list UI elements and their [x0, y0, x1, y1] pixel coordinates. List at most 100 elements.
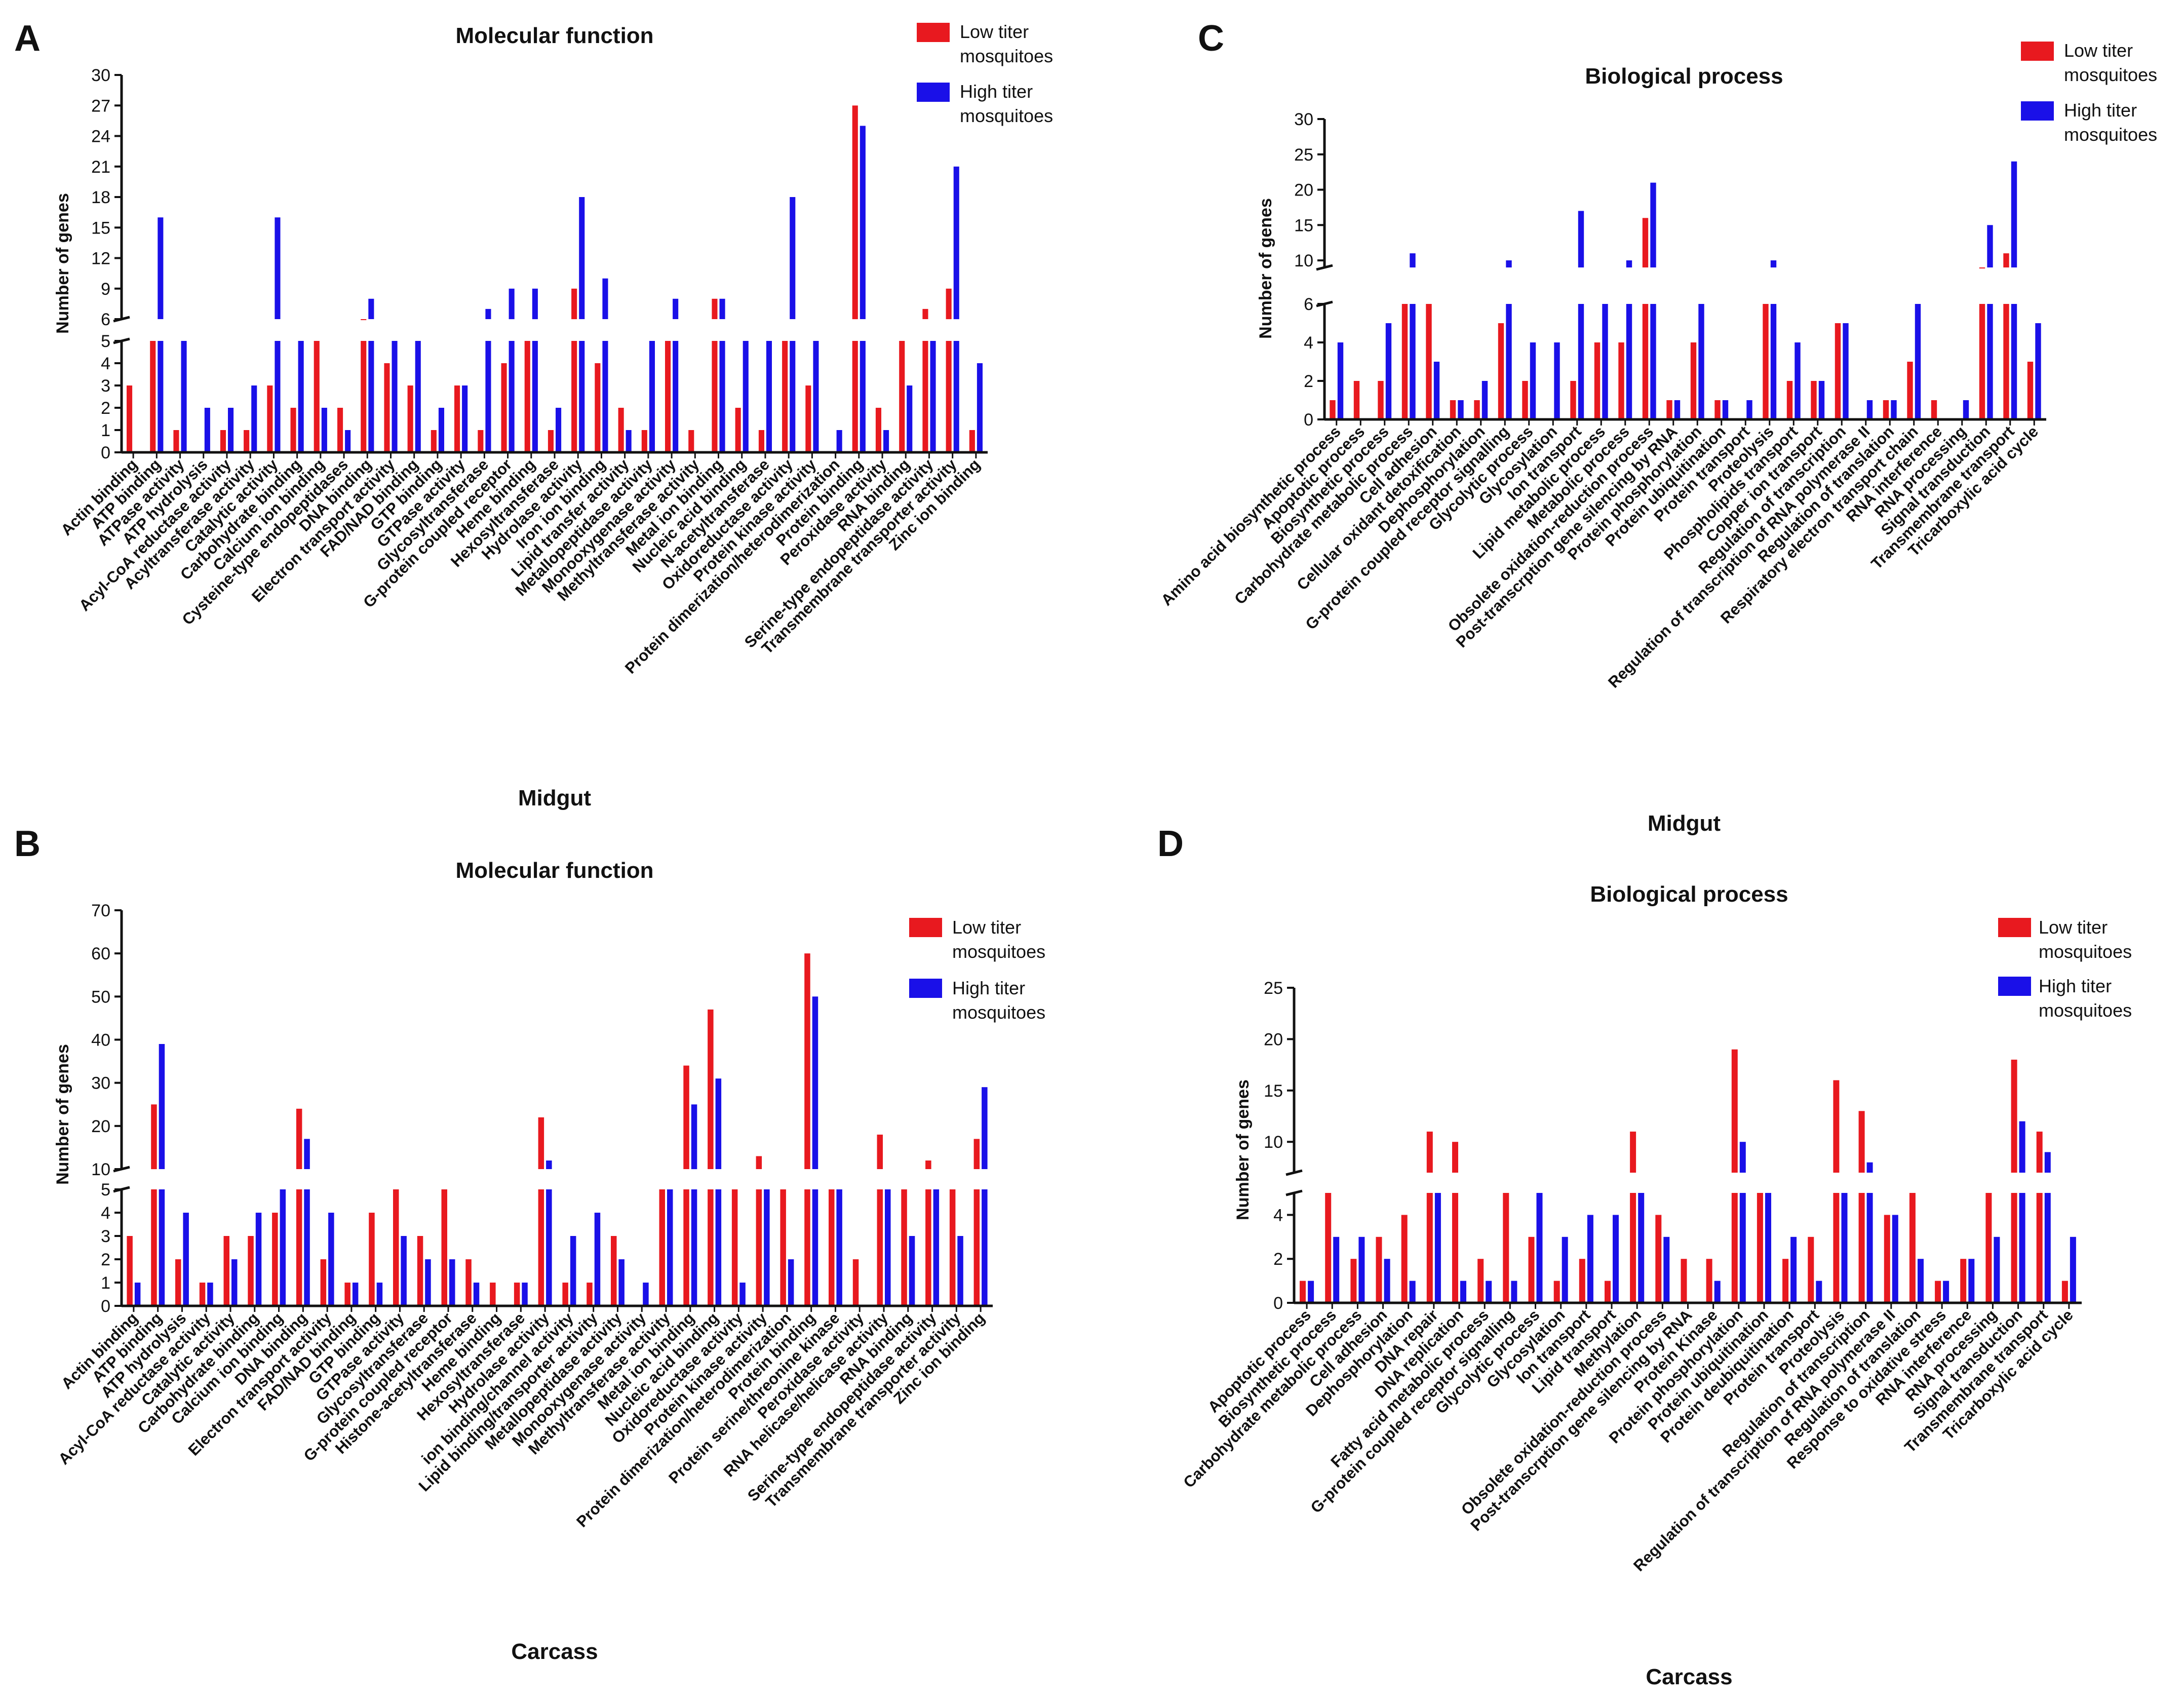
bar-low-titer-28 [804, 1189, 810, 1306]
bar-high-titer-upper-7 [304, 1139, 310, 1169]
bar-high-titer-20 [602, 341, 608, 452]
bar-high-titer-12 [425, 1259, 431, 1306]
bar-high-titer-26 [764, 1189, 770, 1306]
bar-low-titer-15 [1681, 1259, 1687, 1303]
bar-high-titer-6 [1481, 381, 1488, 419]
bar-high-titer-29 [813, 341, 819, 452]
legend-b: Low titer mosquitoes High titer mosquitoes [909, 917, 1045, 1023]
bar-high-titer-8 [328, 1213, 334, 1306]
bar-low-titer-7 [296, 1189, 302, 1306]
y-tick-label: 60 [91, 944, 110, 963]
bar-high-titer-upper-17 [532, 288, 538, 320]
bar-low-titer-10 [1553, 1281, 1560, 1303]
bar-high-titer-upper-29 [2044, 1152, 2051, 1173]
legend-label-low: Low titer mosquitoes [952, 917, 1045, 962]
bar-high-titer-10 [1578, 304, 1584, 419]
bar-low-titer-upper-28 [2011, 1059, 2017, 1173]
bar-low-titer-upper-35 [946, 288, 952, 320]
bar-low-titer-upper-13 [1630, 1131, 1636, 1173]
y-tick-label: 24 [91, 127, 110, 146]
bar-low-titer-22 [641, 430, 647, 452]
bar-low-titer-18 [548, 430, 554, 452]
bar-high-titer-upper-16 [509, 288, 515, 320]
bar-high-titer-17 [1746, 400, 1752, 419]
bar-low-titer-upper-35 [973, 1139, 980, 1169]
bar-low-titer-24 [688, 430, 694, 452]
bar-low-titer-27 [758, 430, 764, 452]
bar-high-titer-upper-31 [860, 126, 866, 319]
bar-low-titer-17 [524, 341, 530, 452]
panel-letter-b: B [14, 824, 41, 864]
y-tick-label: 15 [1264, 1081, 1283, 1101]
bar-high-titer-23 [1891, 400, 1897, 419]
bar-low-titer-17 [538, 1189, 544, 1306]
bar-high-titer-32 [883, 430, 889, 452]
legend-swatch-high [2021, 101, 2054, 121]
bar-high-titer-0 [1308, 1281, 1314, 1303]
bar-high-titer-upper-3 [1410, 253, 1416, 267]
y-tick-label: 10 [1294, 251, 1313, 270]
bar-low-titer-upper-6 [1452, 1142, 1458, 1173]
bar-low-titer-upper-13 [1642, 218, 1649, 267]
bar-low-titer-0 [127, 1236, 133, 1306]
bar-high-titer-25 [1943, 1281, 1949, 1303]
bar-low-titer-0 [127, 385, 133, 452]
bar-low-titer-upper-1 [151, 1104, 157, 1170]
y-axis-label: Number of genes [53, 193, 72, 334]
y-tick-label: 25 [1264, 979, 1283, 998]
y-axis-label: Number of genes [53, 1044, 72, 1185]
bar-low-titer-24 [708, 1189, 714, 1306]
bar-high-titer-28 [790, 341, 796, 452]
bar-low-titer-22 [659, 1189, 665, 1306]
bar-high-titer-upper-18 [1770, 260, 1777, 267]
bar-low-titer-28 [2011, 1193, 2017, 1303]
bar-high-titer-17 [532, 341, 538, 452]
bar-high-titer-11 [392, 341, 398, 452]
bar-low-titer-25 [1931, 400, 1937, 419]
y-tick-label: 30 [1294, 110, 1313, 129]
bar-high-titer-5 [251, 385, 257, 452]
bar-high-titer-18 [1765, 1193, 1771, 1303]
bar-high-titer-2 [183, 1213, 189, 1306]
bar-low-titer-14 [1666, 400, 1672, 419]
y-tick-label: 20 [91, 1117, 110, 1136]
bar-high-titer-4 [228, 408, 234, 452]
bar-low-titer-upper-7 [296, 1108, 302, 1169]
y-tick-label: 2 [101, 1250, 110, 1269]
bar-high-titer-32 [909, 1236, 915, 1306]
bar-low-titer-upper-25 [712, 298, 718, 319]
bar-low-titer-upper-28 [804, 953, 810, 1169]
axis-break-mark-1 [1316, 264, 1333, 271]
bar-low-titer-34 [922, 341, 928, 452]
bar-high-titer-19 [594, 1213, 601, 1306]
bar-low-titer-9 [1528, 1236, 1535, 1303]
bar-low-titer-20 [1811, 381, 1817, 419]
bar-low-titer-19 [571, 341, 577, 452]
bar-high-titer-upper-1 [158, 217, 164, 319]
bar-high-titer-6 [280, 1189, 286, 1306]
bar-low-titer-8 [1503, 1193, 1509, 1303]
bar-low-titer-16 [1706, 1259, 1712, 1303]
bar-low-titer-23 [665, 341, 671, 452]
tissue-label-c: Midgut [1648, 811, 1721, 836]
panel-letter-a: A [14, 18, 41, 59]
bar-low-titer-3 [1376, 1236, 1382, 1303]
bar-high-titer-22 [667, 1189, 673, 1306]
y-tick-label: 2 [101, 399, 110, 418]
bar-high-titer-24 [1918, 1259, 1924, 1303]
bar-high-titer-21 [1841, 1193, 1848, 1303]
bar-low-titer-23 [683, 1189, 689, 1306]
y-tick-label: 70 [91, 901, 110, 920]
bar-low-titer-upper-33 [925, 1161, 931, 1169]
bar-low-titer-28 [2003, 304, 2009, 419]
bar-high-titer-upper-25 [719, 298, 725, 319]
y-axis-label: Number of genes [1233, 1079, 1253, 1220]
bar-low-titer-0 [1330, 400, 1336, 419]
bar-low-titer-1 [151, 1189, 157, 1306]
bar-high-titer-16 [522, 1283, 528, 1306]
y-tick-label: 5 [101, 1180, 110, 1200]
bar-low-titer-15 [490, 1283, 496, 1306]
